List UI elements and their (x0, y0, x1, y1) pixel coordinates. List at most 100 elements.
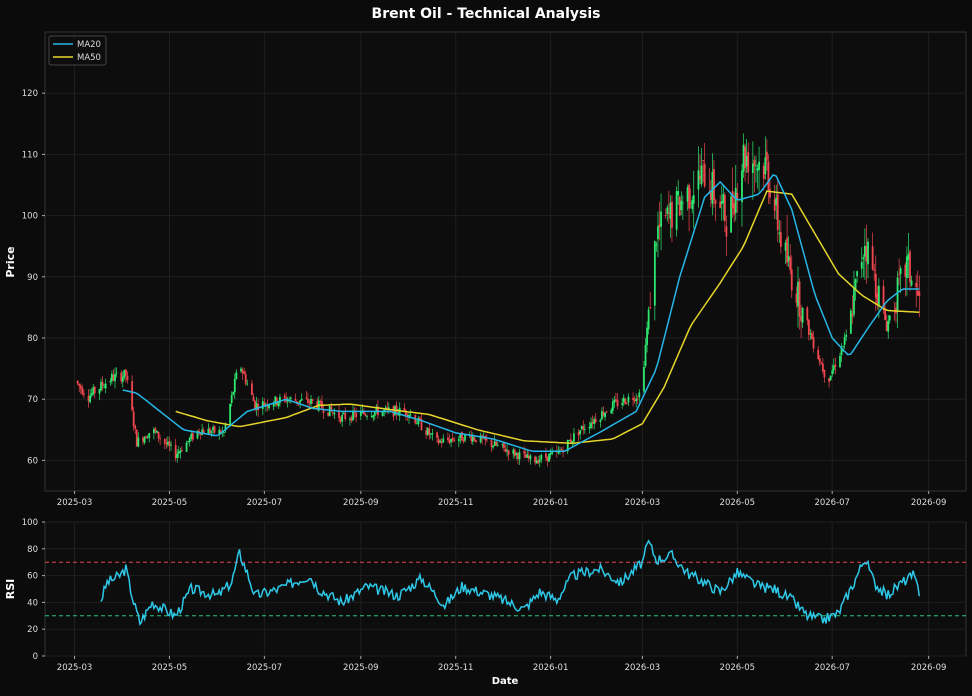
x-axis-label: Date (492, 676, 519, 687)
candle-body (440, 441, 443, 444)
candle-body (714, 200, 717, 204)
price-x-ticks: 2025-03 2025-05 2025-07 2025-09 2025-11 2026-… (57, 491, 946, 508)
candle-body (431, 432, 434, 435)
candle-body (719, 201, 722, 208)
candle-body (124, 369, 127, 376)
candle-body (103, 386, 106, 388)
candle-body (187, 441, 190, 442)
rsi-y-ticks: 0 20 40 60 80 100 (22, 518, 45, 662)
candle-body (479, 435, 482, 443)
candle-body (839, 355, 841, 368)
candle-body (252, 396, 255, 402)
candle-body (352, 410, 354, 421)
candle-body (331, 411, 334, 413)
candle-body (689, 203, 692, 204)
rsi-x-tick-label: 2025-07 (247, 663, 283, 673)
candle-body (742, 144, 745, 172)
rsi-grid (45, 521, 966, 657)
candle-body (647, 309, 650, 330)
candle-body (818, 358, 821, 363)
candle-body (904, 264, 907, 277)
candle-body (229, 403, 232, 425)
candle-body (615, 399, 617, 401)
candle-body (137, 437, 140, 447)
candle-body (115, 372, 118, 374)
candle-body (711, 171, 714, 204)
candle-body (131, 381, 134, 411)
candle-body (428, 428, 431, 435)
price-y-tick-label: 90 (27, 273, 38, 283)
candle-body (801, 307, 804, 323)
candle-body (686, 187, 689, 202)
candle-body (616, 399, 619, 407)
candle-body (92, 387, 95, 395)
candle-body (328, 405, 331, 417)
candle-body (199, 432, 202, 435)
candle-body (218, 430, 221, 434)
candle-body (439, 440, 442, 443)
candle-body (871, 246, 874, 270)
candle-body (722, 194, 725, 203)
rsi-y-tick-label: 100 (22, 518, 38, 528)
candle-body (851, 313, 854, 317)
candle-body (745, 155, 748, 167)
candle-body (849, 310, 852, 334)
candle-body (310, 398, 312, 404)
candle-body (840, 347, 843, 356)
candle-body (767, 161, 770, 191)
candle-body (691, 200, 694, 209)
candle-body (779, 232, 782, 247)
price-y-ticks: 60 70 80 90 100 110 120 (22, 89, 45, 466)
candle-body (527, 455, 530, 459)
candle-body (490, 440, 493, 447)
candle-body (274, 396, 277, 405)
rsi-y-tick-label: 40 (27, 598, 38, 608)
candle-body (734, 187, 737, 213)
price-y-tick-label: 60 (27, 456, 38, 466)
candle-body (769, 189, 771, 198)
candle-body (366, 416, 368, 418)
candle-body (263, 402, 266, 406)
candle-body (905, 256, 908, 278)
candle-body (611, 401, 614, 411)
candle-body (741, 170, 743, 203)
candle-body (569, 439, 572, 443)
candle-body (462, 439, 465, 442)
legend-ma20-label: MA20 (77, 40, 101, 50)
candle-body (524, 454, 527, 458)
candle-body (703, 163, 706, 187)
candle-body (224, 424, 227, 431)
candle-body (627, 396, 630, 403)
candle-body (426, 428, 429, 435)
candle-body (588, 426, 591, 429)
candle-body (233, 378, 236, 393)
candle-body (87, 395, 90, 402)
rsi-x-tick-label: 2026-09 (911, 663, 947, 673)
candle-body (268, 405, 270, 409)
candle-body (244, 374, 247, 384)
rsi-y-label: RSI (4, 579, 17, 600)
candle-body (507, 450, 510, 455)
price-y-tick-label: 110 (22, 150, 38, 160)
candle-body (333, 412, 336, 415)
candle-body (504, 448, 507, 452)
candle-body (442, 438, 445, 443)
candle-body (339, 417, 342, 422)
candle-body (744, 146, 746, 169)
candle-body (98, 389, 101, 394)
candle-body (538, 459, 541, 462)
candle-body (311, 399, 314, 401)
candle-body (874, 273, 877, 298)
candle-body (775, 197, 778, 206)
candle-body (865, 246, 868, 262)
candle-body (568, 440, 571, 442)
candle-body (832, 365, 835, 371)
candle-body (736, 192, 739, 200)
candle-body (350, 417, 353, 421)
candle-body (636, 398, 639, 400)
candle-body (409, 414, 412, 416)
candle-body (731, 190, 734, 209)
candle-body (560, 449, 563, 450)
candle-body (823, 369, 826, 378)
candle-body (406, 414, 409, 417)
